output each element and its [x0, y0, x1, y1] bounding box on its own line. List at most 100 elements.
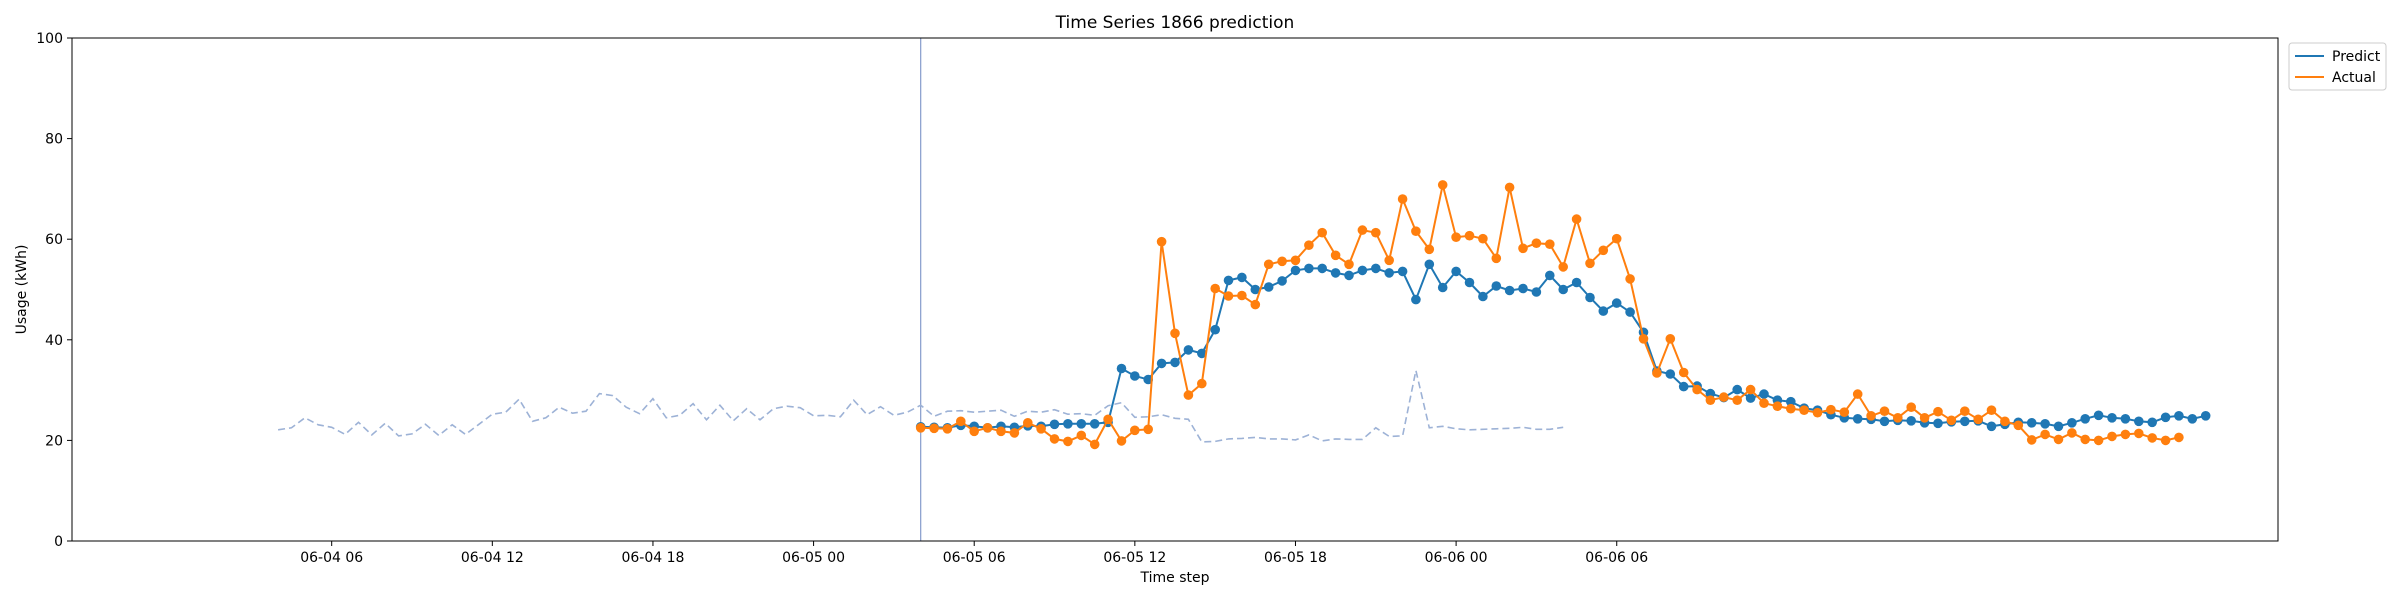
actual-point	[1839, 407, 1850, 418]
actual-point	[1973, 414, 1983, 425]
actual-point	[1598, 245, 1609, 256]
actual-point	[1076, 430, 1087, 441]
predict-point	[1183, 345, 1194, 355]
legend-label-actual: Actual	[2332, 70, 2376, 86]
actual-point	[1799, 405, 1809, 416]
predict-point	[1397, 266, 1408, 277]
actual-point	[969, 426, 979, 437]
predict-point	[2067, 418, 2077, 428]
predict-point	[1384, 268, 1394, 278]
actual-point	[1786, 403, 1796, 414]
predict-point	[1411, 294, 1421, 305]
predict-point	[1170, 357, 1180, 368]
actual-point	[2053, 434, 2064, 445]
predict-point	[1960, 416, 1970, 427]
predict-point	[2080, 414, 2090, 424]
actual-point	[1558, 262, 1568, 272]
x-axis-ticks: 06-04 06 06-04 12 06-04 18 06-05 00 06-05 06…	[300, 541, 1648, 566]
actual-point	[1678, 367, 1689, 378]
actual-point	[1772, 401, 1783, 412]
actual-point	[1545, 239, 1555, 249]
predict-point	[1049, 419, 1060, 430]
predict-point	[1451, 266, 1461, 277]
y-tick-label: 0	[54, 534, 63, 550]
predict-point	[1089, 419, 1100, 429]
predict-point	[1879, 416, 1890, 427]
predict-point	[1531, 287, 1542, 297]
y-axis-ticks: 0 20 40 60 80 100	[36, 31, 72, 550]
predict-series	[915, 259, 2211, 433]
x-axis-label: Time step	[1140, 570, 1210, 586]
actual-point	[1478, 233, 1488, 244]
predict-point	[1571, 277, 1582, 288]
predict-point	[2187, 414, 2198, 424]
actual-point	[1277, 256, 1287, 267]
predict-point	[1545, 270, 1555, 281]
actual-point	[1893, 413, 1903, 423]
chart-title: Time Series 1866 prediction	[1055, 13, 1295, 33]
actual-point	[942, 424, 953, 434]
predict-point	[1745, 393, 1756, 403]
predict-point	[1344, 270, 1354, 281]
actual-point	[2174, 432, 2184, 443]
predict-point	[2200, 411, 2211, 421]
predict-point	[1491, 281, 1502, 291]
actual-point	[1571, 214, 1582, 224]
actual-point	[1143, 424, 1153, 435]
actual-point	[1103, 414, 1113, 425]
x-tick-label: 06-05 12	[1103, 550, 1166, 566]
actual-point	[1170, 328, 1180, 339]
actual-point	[2107, 431, 2117, 442]
actual-point	[1116, 436, 1127, 446]
actual-point	[1330, 250, 1341, 261]
actual-point	[1009, 428, 1020, 438]
actual-point	[1986, 405, 1997, 416]
predict-point	[2134, 416, 2144, 427]
actual-point	[1344, 259, 1354, 270]
y-tick-label: 40	[45, 333, 63, 349]
predict-point	[1371, 263, 1381, 274]
predict-point	[1197, 348, 1207, 359]
actual-point	[1504, 182, 1515, 193]
predict-point	[1317, 263, 1327, 274]
predict-point	[1678, 381, 1689, 392]
predict-point	[2040, 419, 2050, 429]
predict-point	[1852, 414, 1863, 424]
actual-point	[915, 423, 926, 433]
predict-point	[2107, 413, 2117, 423]
predict-point	[1210, 324, 1220, 335]
actual-point	[2120, 429, 2131, 440]
actual-point	[1946, 415, 1957, 426]
predict-point	[1116, 363, 1127, 374]
predict-point	[1250, 284, 1261, 295]
x-tick-label: 06-04 18	[621, 550, 684, 566]
x-tick-label: 06-06 06	[1585, 550, 1648, 566]
actual-point	[1063, 436, 1073, 447]
x-tick-label: 06-05 06	[943, 550, 1006, 566]
predict-point	[1786, 396, 1796, 407]
predict-point	[1558, 284, 1568, 295]
actual-point	[1049, 434, 1060, 444]
actual-point	[1304, 240, 1314, 250]
actual-point	[982, 423, 993, 433]
predict-point	[1705, 388, 1716, 399]
actual-point	[1250, 299, 1261, 310]
predict-point	[2147, 417, 2157, 428]
predict-point	[2120, 414, 2131, 424]
predict-point	[1330, 268, 1341, 278]
actual-point	[1357, 225, 1368, 235]
actual-point	[1531, 238, 1542, 248]
actual-point	[1826, 404, 1836, 415]
predict-point	[1464, 277, 1475, 288]
predict-point	[1263, 282, 1274, 292]
actual-point	[1960, 406, 1970, 417]
legend-box	[2288, 42, 2387, 91]
predict-point	[1518, 283, 1528, 294]
actual-point	[1812, 407, 1823, 418]
predict-point	[1076, 419, 1087, 429]
actual-point	[1023, 418, 1033, 428]
predict-point	[1906, 416, 1916, 426]
actual-point	[996, 426, 1006, 437]
x-tick-label: 06-05 18	[1264, 550, 1327, 566]
legend: Predict Actual	[2288, 42, 2387, 91]
